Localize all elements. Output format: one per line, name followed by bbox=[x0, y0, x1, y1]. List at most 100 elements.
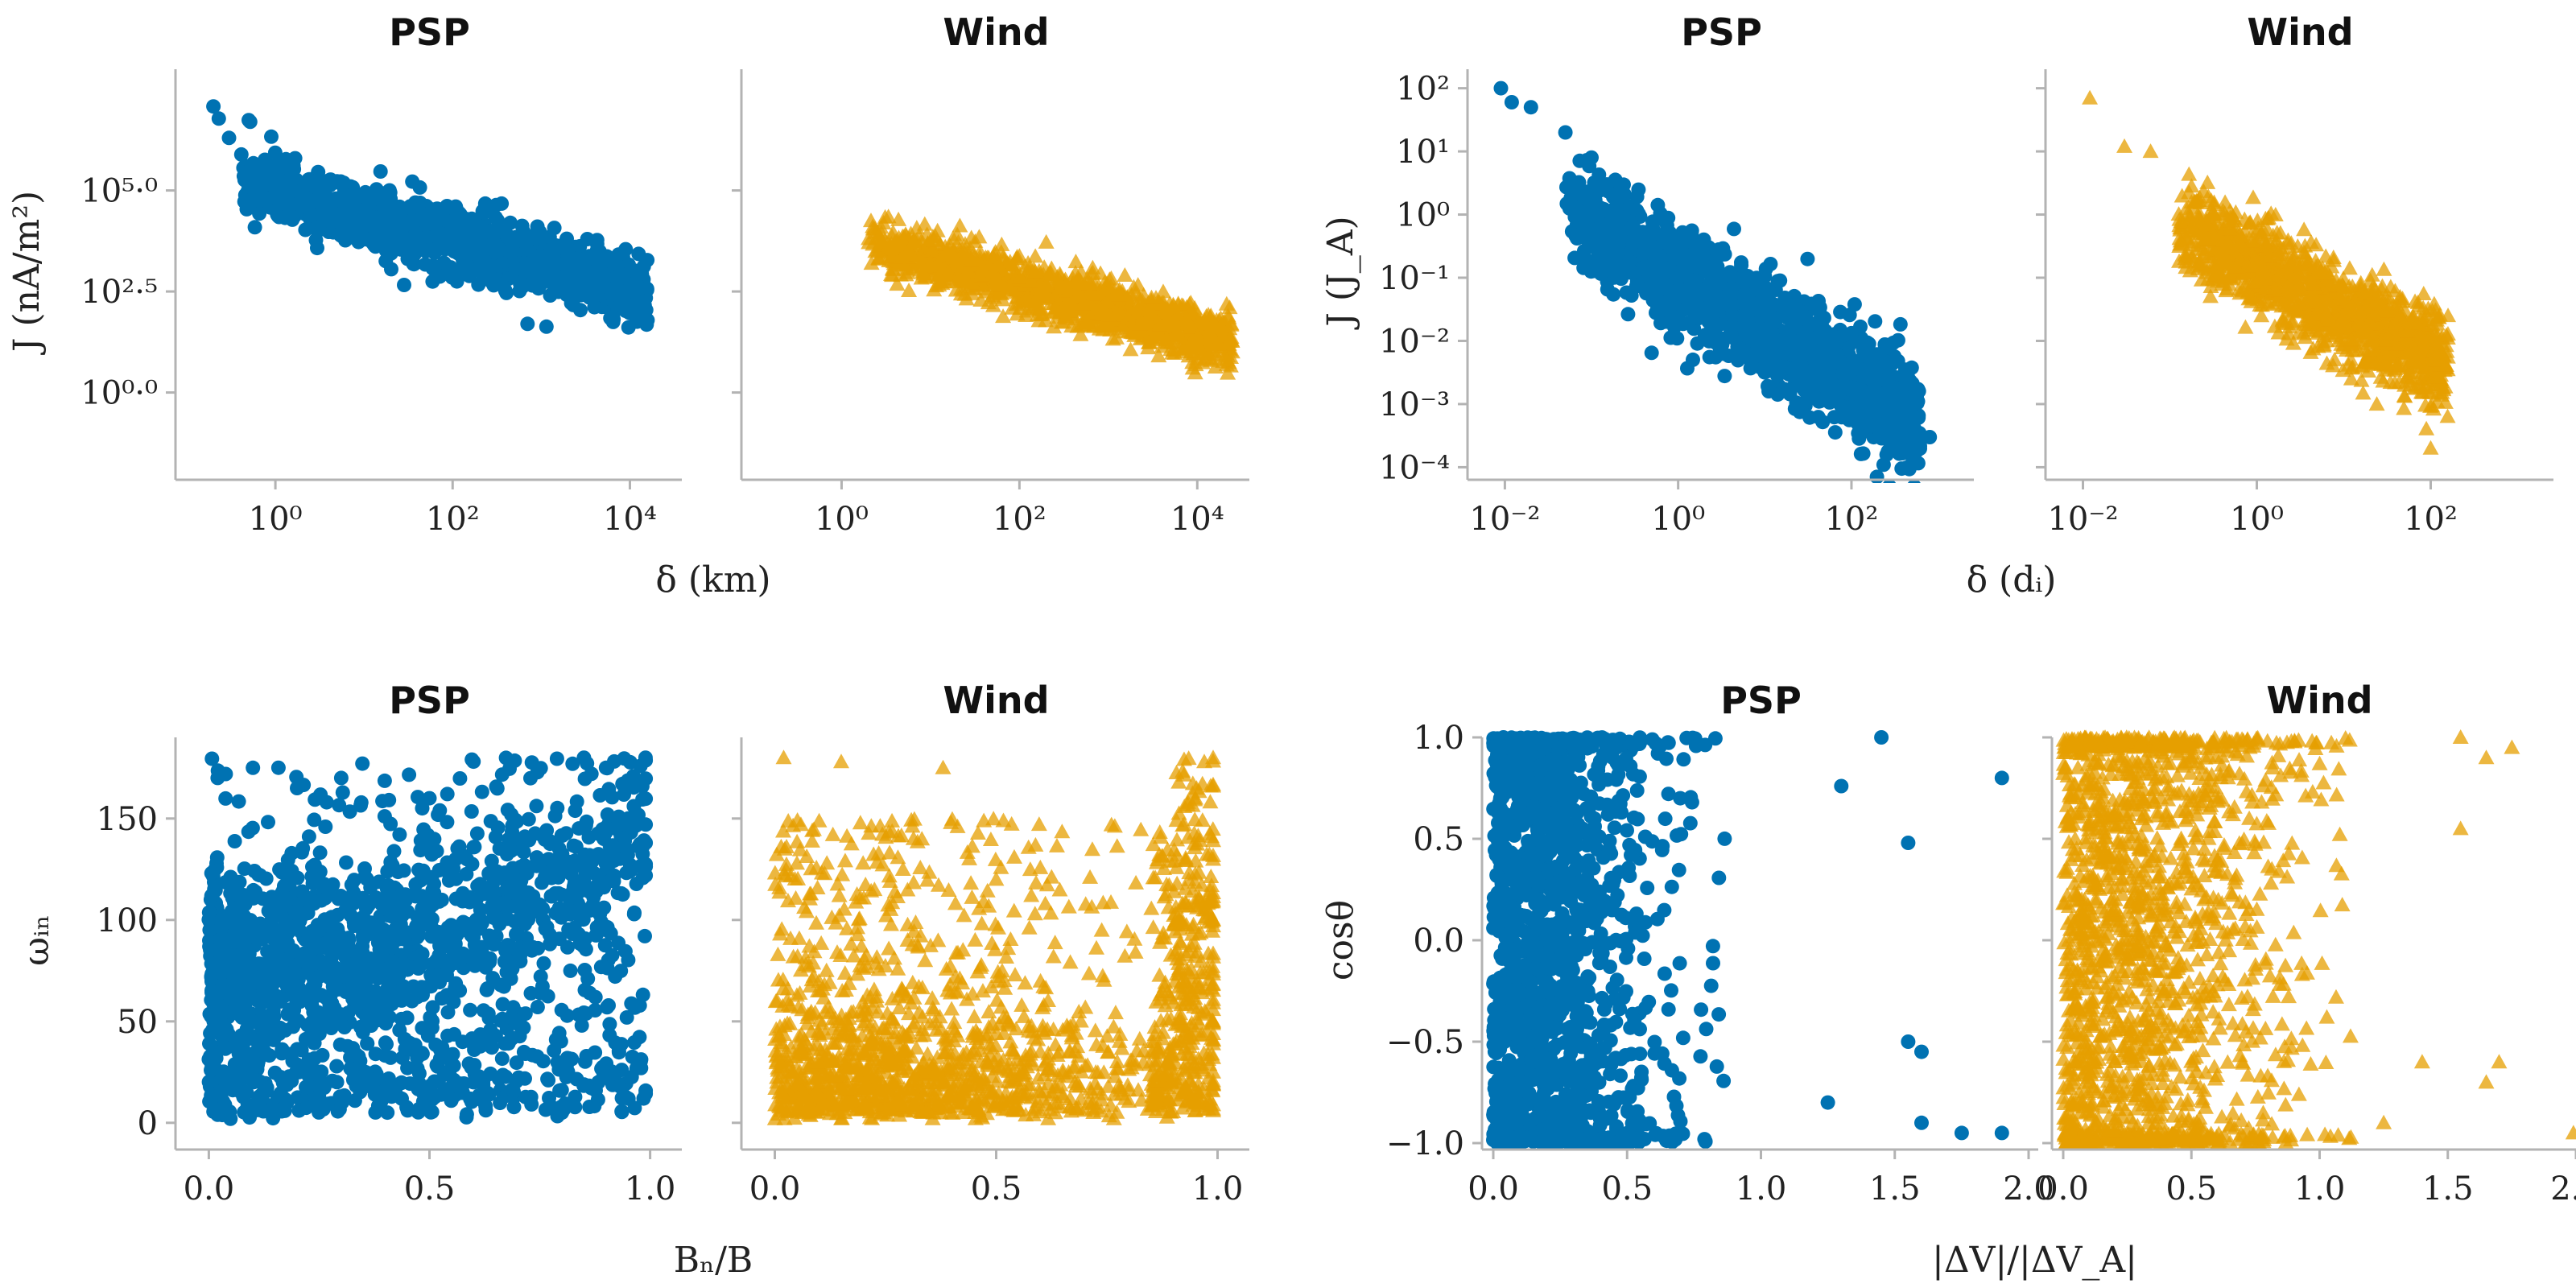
data-point bbox=[1629, 189, 1645, 204]
data-point bbox=[432, 230, 448, 246]
data-point bbox=[350, 222, 365, 237]
data-point bbox=[1883, 479, 1897, 483]
data-point bbox=[963, 252, 980, 267]
data-point bbox=[1079, 312, 1096, 328]
data-point bbox=[341, 203, 357, 218]
data-point bbox=[443, 260, 458, 275]
data-point bbox=[387, 202, 402, 217]
data-point bbox=[894, 237, 910, 252]
data-point bbox=[1661, 210, 1676, 225]
data-point bbox=[993, 244, 1009, 259]
data-point bbox=[462, 243, 477, 258]
data-point bbox=[1141, 334, 1158, 349]
data-point bbox=[1747, 346, 1762, 361]
data-point bbox=[247, 220, 262, 235]
data-point bbox=[941, 242, 958, 257]
data-point bbox=[1784, 311, 1799, 326]
data-point bbox=[1869, 469, 1885, 483]
y-tick-label: 10⁰·⁰ bbox=[80, 375, 158, 412]
data-point bbox=[1685, 292, 1700, 307]
data-point bbox=[1652, 248, 1667, 263]
data-point bbox=[338, 233, 353, 248]
data-point bbox=[476, 237, 491, 253]
data-point bbox=[570, 251, 585, 266]
data-point bbox=[1187, 299, 1203, 315]
data-point bbox=[2372, 369, 2389, 384]
data-point bbox=[311, 164, 326, 180]
data-point bbox=[1622, 254, 1637, 269]
data-point bbox=[993, 236, 1010, 251]
data-point bbox=[1911, 440, 1926, 456]
data-point bbox=[1103, 270, 1120, 285]
data-point bbox=[377, 186, 392, 201]
data-point bbox=[975, 260, 992, 275]
data-point bbox=[613, 295, 629, 311]
data-point bbox=[1221, 330, 1238, 345]
data-point bbox=[1585, 239, 1600, 254]
data-point bbox=[1523, 100, 1538, 115]
data-point bbox=[286, 159, 301, 174]
data-point bbox=[1893, 393, 1908, 408]
data-point bbox=[1725, 308, 1740, 324]
data-point bbox=[1687, 258, 1703, 274]
data-point bbox=[956, 246, 973, 261]
data-point bbox=[1584, 150, 1599, 165]
y-tick-label: 10²·⁵ bbox=[80, 274, 158, 311]
data-point bbox=[1724, 281, 1739, 296]
data-point bbox=[1600, 282, 1615, 297]
data-point bbox=[2368, 396, 2385, 411]
data-point bbox=[551, 257, 566, 272]
data-point bbox=[373, 164, 388, 179]
panel-title: Wind bbox=[2247, 10, 2353, 54]
data-point bbox=[964, 275, 981, 290]
data-point bbox=[303, 208, 319, 223]
data-point bbox=[883, 266, 900, 282]
data-point bbox=[252, 206, 267, 221]
data-point bbox=[428, 242, 444, 257]
data-point bbox=[1600, 177, 1614, 192]
x-tick-label: 10⁰ bbox=[1651, 501, 1705, 538]
data-point bbox=[1843, 399, 1859, 415]
data-point bbox=[611, 247, 626, 262]
data-point bbox=[1800, 251, 1815, 266]
data-point bbox=[1493, 80, 1509, 96]
panel-title: PSP bbox=[389, 10, 470, 54]
data-point bbox=[929, 222, 946, 237]
data-point bbox=[630, 295, 645, 310]
data-point bbox=[569, 262, 584, 277]
data-point bbox=[1686, 352, 1700, 367]
data-point bbox=[221, 130, 237, 146]
data-point bbox=[1572, 153, 1587, 168]
data-point bbox=[1624, 288, 1639, 303]
data-point bbox=[378, 254, 394, 269]
data-point bbox=[1059, 310, 1075, 325]
data-point bbox=[448, 199, 464, 214]
data-point bbox=[1184, 336, 1201, 352]
x-axis-label: δ (km) bbox=[655, 559, 770, 601]
data-point bbox=[1624, 265, 1639, 280]
data-point bbox=[1708, 335, 1724, 350]
data-point bbox=[1650, 197, 1666, 213]
data-point bbox=[626, 279, 642, 294]
data-point bbox=[1218, 295, 1235, 311]
data-point bbox=[211, 111, 226, 126]
data-point bbox=[1063, 293, 1080, 308]
data-point bbox=[1045, 303, 1062, 319]
data-point bbox=[1893, 316, 1908, 332]
data-point bbox=[987, 268, 1004, 283]
data-point bbox=[233, 147, 249, 162]
data-point bbox=[1074, 295, 1091, 311]
data-point bbox=[901, 282, 918, 297]
data-point bbox=[1670, 331, 1685, 346]
data-point bbox=[361, 196, 377, 211]
data-point bbox=[1644, 345, 1659, 361]
data-point bbox=[321, 225, 336, 239]
data-point bbox=[242, 114, 258, 130]
data-point bbox=[1770, 274, 1785, 289]
data-point bbox=[1708, 302, 1724, 317]
data-point bbox=[1756, 333, 1770, 349]
data-point bbox=[271, 209, 287, 225]
data-point bbox=[1043, 260, 1060, 275]
